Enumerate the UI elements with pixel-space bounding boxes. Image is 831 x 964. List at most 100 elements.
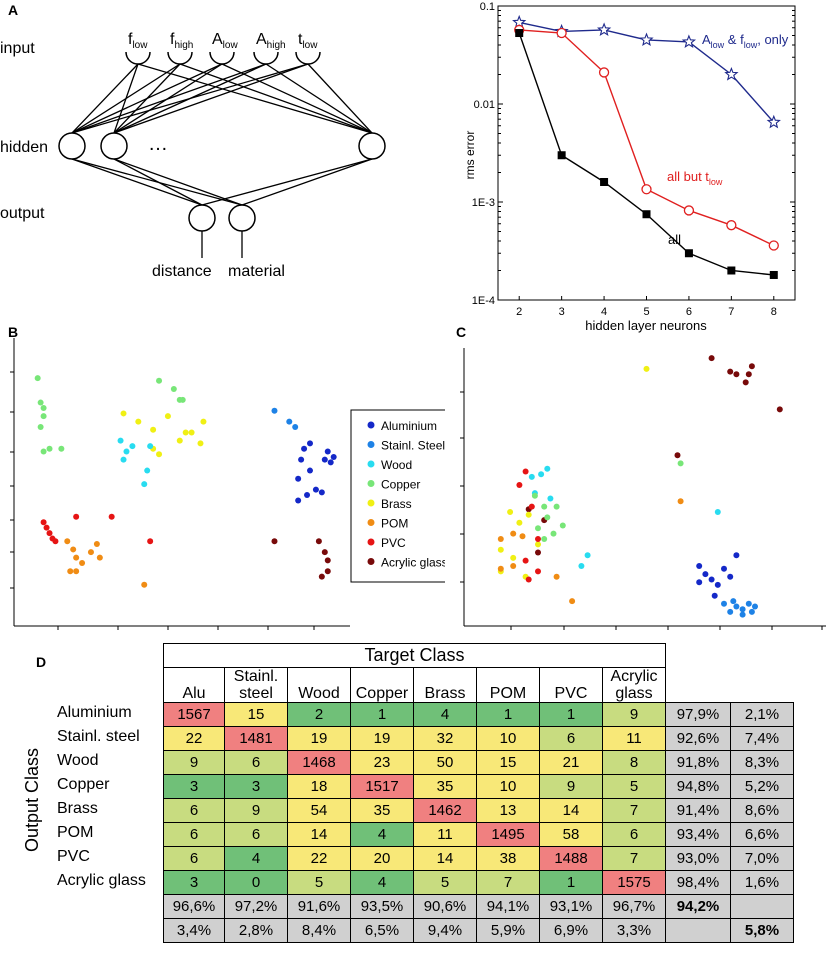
legend-label: Acrylic glass (381, 556, 445, 570)
scatter-point-stainl-steel (752, 603, 758, 610)
scatter-point-wood (117, 437, 124, 444)
column-correct-rate: 90,6% (413, 894, 477, 919)
legend-marker (367, 499, 375, 507)
scatter-point-wood (129, 443, 136, 450)
scatter-point-pom (73, 554, 80, 561)
legend: Aluminium Stainl. Steel Wood Copper Brass POM… (350, 409, 445, 583)
scatter-point-aluminium (324, 448, 331, 455)
series-2 (515, 29, 778, 279)
scatter-point-brass (507, 509, 514, 515)
scatter-point-pvc (147, 538, 154, 545)
input-node-t-low: tlow (295, 31, 321, 65)
matrix-cell: 19 (287, 726, 351, 751)
data-point (766, 114, 781, 129)
matrix-cell: 9 (163, 750, 225, 775)
row-correct-rate: 93,0% (665, 846, 731, 871)
matrix-cell: 5 (413, 870, 477, 895)
scatter-point-brass (182, 429, 189, 436)
spacer (666, 644, 731, 668)
data-point (556, 27, 567, 39)
matrix-cell: 35 (413, 774, 477, 799)
input-node-f-high: fhigh (167, 31, 193, 65)
matrix-cell: 4 (413, 702, 477, 727)
matrix-cell: 10 (476, 774, 540, 799)
scatter-point-pvc (525, 576, 532, 583)
data-point (598, 67, 610, 78)
matrix-cell: 50 (413, 750, 477, 775)
scatter-point-pvc (535, 568, 541, 575)
scatter-point-pom (497, 536, 504, 542)
hidden-node (100, 132, 128, 160)
scatter-point-pvc (516, 482, 523, 488)
scatter-point-aluminium (301, 445, 308, 452)
row-error-rate: 7,0% (730, 846, 794, 871)
output-node-material (228, 204, 256, 232)
input-label: Ahigh (256, 31, 286, 51)
scatter-point-wood (584, 552, 591, 559)
matrix-cell: 9 (602, 702, 666, 727)
network-connections (71, 63, 373, 206)
matrix-cell: 6 (163, 846, 225, 871)
scatter-point-pom (67, 568, 74, 575)
matrix-cell: 11 (602, 726, 666, 751)
row-error-rate: 7,4% (730, 726, 794, 751)
row-error-rate: 8,3% (730, 750, 794, 775)
scatter-point-copper (541, 503, 548, 510)
scatter-point-copper (170, 385, 177, 392)
scatter-point-stainl-steel (739, 611, 746, 618)
scatter-point-copper (179, 396, 186, 403)
column-correct-rate: 91,6% (287, 894, 351, 919)
scatter-point-aluminium (295, 475, 302, 482)
scatter-point-copper (535, 525, 541, 532)
legend-label: Wood (381, 458, 412, 472)
input-node-a-low: Alow (209, 31, 238, 65)
scatter-point-pvc (43, 524, 50, 531)
matrix-cell: 18 (287, 774, 351, 799)
row-label-pvc: PVC (57, 848, 90, 865)
column-error-rate: 3,3% (602, 918, 666, 943)
legend-marker (367, 421, 375, 429)
scatter-point-acrylic-glass (733, 371, 740, 378)
column-error-rate: 9,4% (413, 918, 477, 943)
matrix-cell: 6 (602, 822, 666, 847)
scatter-point-acrylic-glass (742, 379, 749, 386)
input-node-f-low: flow (125, 31, 151, 65)
scatter-point-copper (37, 424, 44, 431)
matrix-cell: 0 (224, 870, 288, 895)
neural-network-diagram: input hidden output flow fhigh Alow Ahigh tl… (0, 31, 386, 280)
data-point (642, 210, 651, 219)
scatter-point-acrylic-glass (727, 368, 734, 375)
diagonal-cell: 1468 (287, 750, 351, 775)
column-header-wood: Wood (287, 667, 351, 703)
overall-error-rate: 5,8% (730, 918, 794, 943)
legend-marker (367, 558, 375, 565)
matrix-cell: 4 (350, 822, 414, 847)
x-tick-label: 8 (771, 306, 777, 318)
row-correct-rate: 97,9% (665, 702, 731, 727)
scatter-point-brass (120, 410, 127, 417)
matrix-cell: 21 (539, 750, 603, 775)
y-tick-label: 0.01 (474, 99, 495, 111)
scatter-point-copper (677, 460, 684, 467)
row-correct-rate: 92,6% (665, 726, 731, 751)
scatter-point-pom (510, 563, 517, 569)
overall-correct-rate: 94,2% (665, 894, 731, 919)
scatter-point-wood (120, 456, 127, 463)
scatter-point-aluminium (330, 453, 337, 460)
legend-marker (367, 519, 375, 526)
legend-label: Aluminium (381, 419, 437, 433)
matrix-cell: 38 (476, 846, 540, 871)
row-label-brass: Brass (57, 800, 98, 817)
matrix-cell: 54 (287, 798, 351, 823)
rms-error-chart: 2 3 4 5 6 7 8 0.1 0.01 1E-3 1E-4 rms error hidden … (463, 1, 796, 333)
row-label-pom: POM (57, 824, 94, 841)
column-header-copper: Copper (350, 667, 414, 703)
scatter-point-wood (123, 448, 130, 455)
row-error-rate: 6,6% (730, 822, 794, 847)
row-correct-rate: 94,8% (665, 774, 731, 799)
data-point (768, 240, 779, 251)
legend-label: POM (381, 517, 408, 531)
matrix-cell: 1 (539, 702, 603, 727)
svg-text:all but tlow: all but tlow (667, 169, 723, 187)
scatter-point-aluminium (721, 565, 727, 572)
